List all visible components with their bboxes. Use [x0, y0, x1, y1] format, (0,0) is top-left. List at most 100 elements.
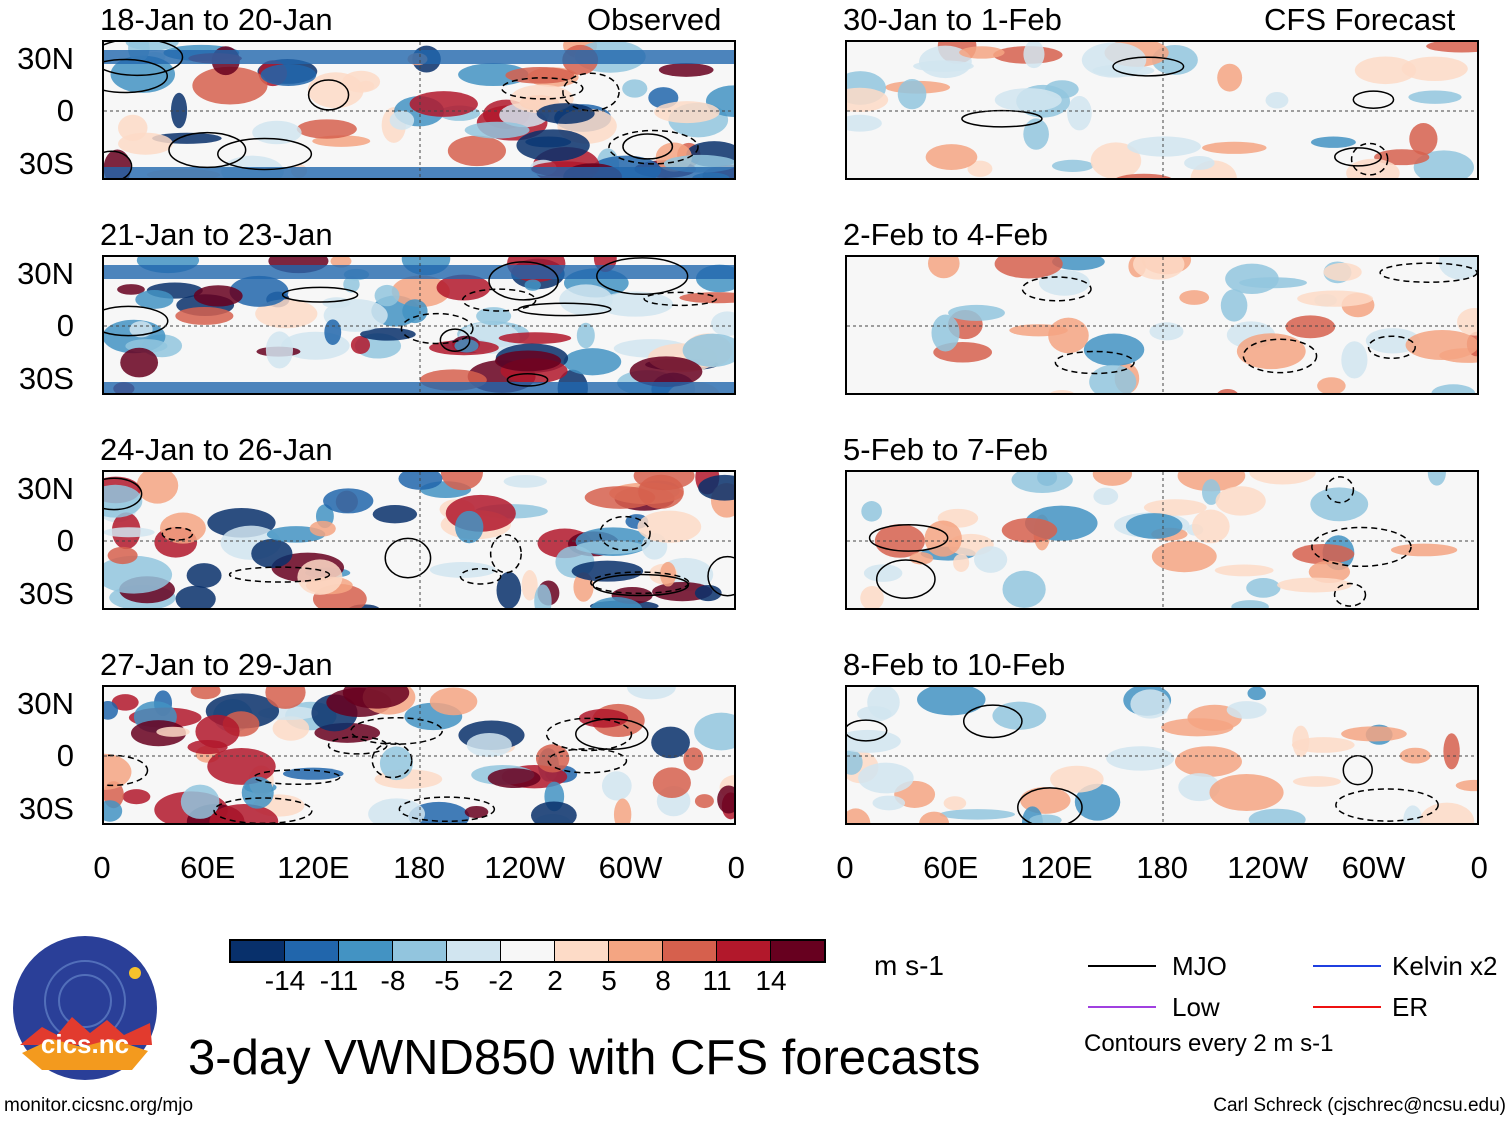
wind-anomaly-shading — [175, 306, 234, 325]
mjo-contour — [545, 717, 633, 752]
latitude-label: 30N — [17, 41, 74, 76]
wind-anomaly-shading — [322, 297, 351, 309]
wind-anomaly-shading — [458, 63, 529, 87]
mjo-contour — [228, 566, 331, 583]
wind-anomaly-shading — [186, 563, 222, 588]
wind-anomaly-shading — [297, 559, 343, 595]
wind-anomaly-shading — [521, 570, 538, 601]
mjo-contour — [104, 477, 143, 511]
latitude-label: 30S — [18, 791, 74, 826]
wind-anomaly-shading — [342, 687, 410, 709]
wind-anomaly-shading — [193, 285, 243, 307]
website-link[interactable]: monitor.cicsnc.org/mjo — [4, 1095, 194, 1116]
mjo-contour — [281, 286, 359, 303]
wind-anomaly-shading — [897, 79, 927, 110]
wind-anomaly-shading — [1130, 689, 1170, 719]
wind-anomaly-shading — [1001, 517, 1058, 543]
mjo-contour — [1054, 350, 1135, 375]
longitude-label: 0 — [836, 850, 854, 885]
wind-anomaly-shading — [694, 585, 722, 602]
figure-title: 3-day VWND850 with CFS forecasts — [188, 1031, 981, 1085]
legend-label-mjo: MJO — [1172, 951, 1227, 981]
wind-anomaly-shading — [104, 167, 734, 178]
colorbar-swatch — [717, 941, 771, 961]
wind-anomaly-shading — [927, 257, 960, 279]
mjo-contour — [961, 109, 1043, 128]
wind-anomaly-shading — [613, 798, 632, 823]
colorbar-units: m s-1 — [874, 950, 944, 981]
mjo-contour — [962, 704, 1023, 739]
wind-anomaly-shading — [1399, 747, 1431, 764]
mjo-contour — [506, 372, 549, 387]
wind-anomaly-shading — [1074, 783, 1121, 821]
wind-anomaly-shading — [1310, 487, 1369, 522]
wind-anomaly-shading — [447, 135, 506, 167]
longitude-label: 120W — [1227, 850, 1309, 885]
mjo-contour — [1379, 262, 1477, 283]
wind-anomaly-shading — [498, 332, 572, 344]
colorbar-swatch — [339, 941, 393, 961]
colorbar-label: 5 — [601, 965, 617, 996]
wind-anomaly-shading — [117, 284, 145, 295]
wind-anomaly-shading — [622, 79, 648, 98]
longitude-label: 0 — [727, 850, 745, 885]
wind-anomaly-shading — [627, 687, 676, 700]
wind-anomaly-shading — [454, 339, 479, 353]
mjo-contour — [562, 72, 620, 112]
map-panel — [102, 255, 736, 395]
wind-anomaly-shading — [973, 546, 1008, 573]
contour-note: Contours every 2 m s-1 — [1084, 1030, 1334, 1057]
wind-anomaly-shading — [104, 50, 734, 64]
wind-anomaly-shading — [323, 488, 374, 514]
latitude-label: 30N — [17, 256, 74, 291]
wind-anomaly-shading — [682, 333, 734, 367]
wind-anomaly-shading — [694, 794, 714, 809]
latitude-label: 30N — [17, 686, 74, 721]
wind-anomaly-shading — [1419, 802, 1475, 823]
longitude-label: 120E — [277, 850, 350, 885]
wind-anomaly-shading — [1277, 577, 1352, 593]
longitude-label: 60W — [1341, 850, 1406, 885]
wind-anomaly-shading — [847, 114, 882, 132]
wind-anomaly-shading — [683, 747, 704, 771]
wind-anomaly-shading — [1127, 136, 1201, 157]
wind-anomaly-shading — [110, 55, 176, 93]
wind-anomaly-shading — [1408, 90, 1462, 104]
latitude-label: 0 — [56, 93, 74, 128]
wind-anomaly-shading — [296, 119, 357, 139]
longitude-label: 60E — [923, 850, 979, 885]
wind-anomaly-shading — [1431, 384, 1476, 393]
legend-line-low — [1088, 1006, 1156, 1008]
wind-anomaly-shading — [1265, 92, 1289, 109]
legend-line-mjo — [1088, 965, 1156, 967]
wind-anomaly-shading — [1455, 779, 1477, 792]
cfs-forecast-label: CFS Forecast — [1264, 2, 1456, 37]
wind-anomaly-shading — [1191, 509, 1230, 544]
wind-anomaly-shading — [931, 314, 960, 352]
colorbar-swatch — [663, 941, 717, 961]
wind-anomaly-shading — [1081, 42, 1147, 78]
wind-anomaly-shading — [1174, 746, 1242, 777]
wind-anomaly-shading — [343, 276, 360, 293]
wind-anomaly-shading — [368, 798, 425, 823]
wind-anomaly-shading — [324, 319, 342, 345]
latitude-label: 30S — [18, 576, 74, 611]
wind-anomaly-shading — [959, 46, 1005, 59]
wind-anomaly-shading — [994, 88, 1062, 112]
wind-anomaly-shading — [863, 564, 903, 582]
wind-anomaly-shading — [861, 501, 882, 522]
wind-anomaly-shading — [1443, 733, 1460, 770]
wind-anomaly-shading — [1308, 560, 1351, 584]
wind-anomaly-shading — [571, 560, 644, 582]
wind-anomaly-shading — [1285, 315, 1336, 339]
wind-anomaly-shading — [652, 767, 691, 799]
wind-anomaly-shading — [601, 771, 632, 801]
wind-anomaly-shading — [847, 729, 901, 753]
wind-anomaly-shading — [651, 726, 690, 759]
wind-anomaly-shading — [1029, 814, 1062, 823]
wind-anomaly-shading — [1292, 543, 1355, 565]
mjo-contour — [104, 150, 133, 178]
wind-anomaly-shading — [464, 121, 530, 139]
wind-anomaly-shading — [1009, 324, 1068, 337]
mjo-contour — [104, 305, 169, 337]
